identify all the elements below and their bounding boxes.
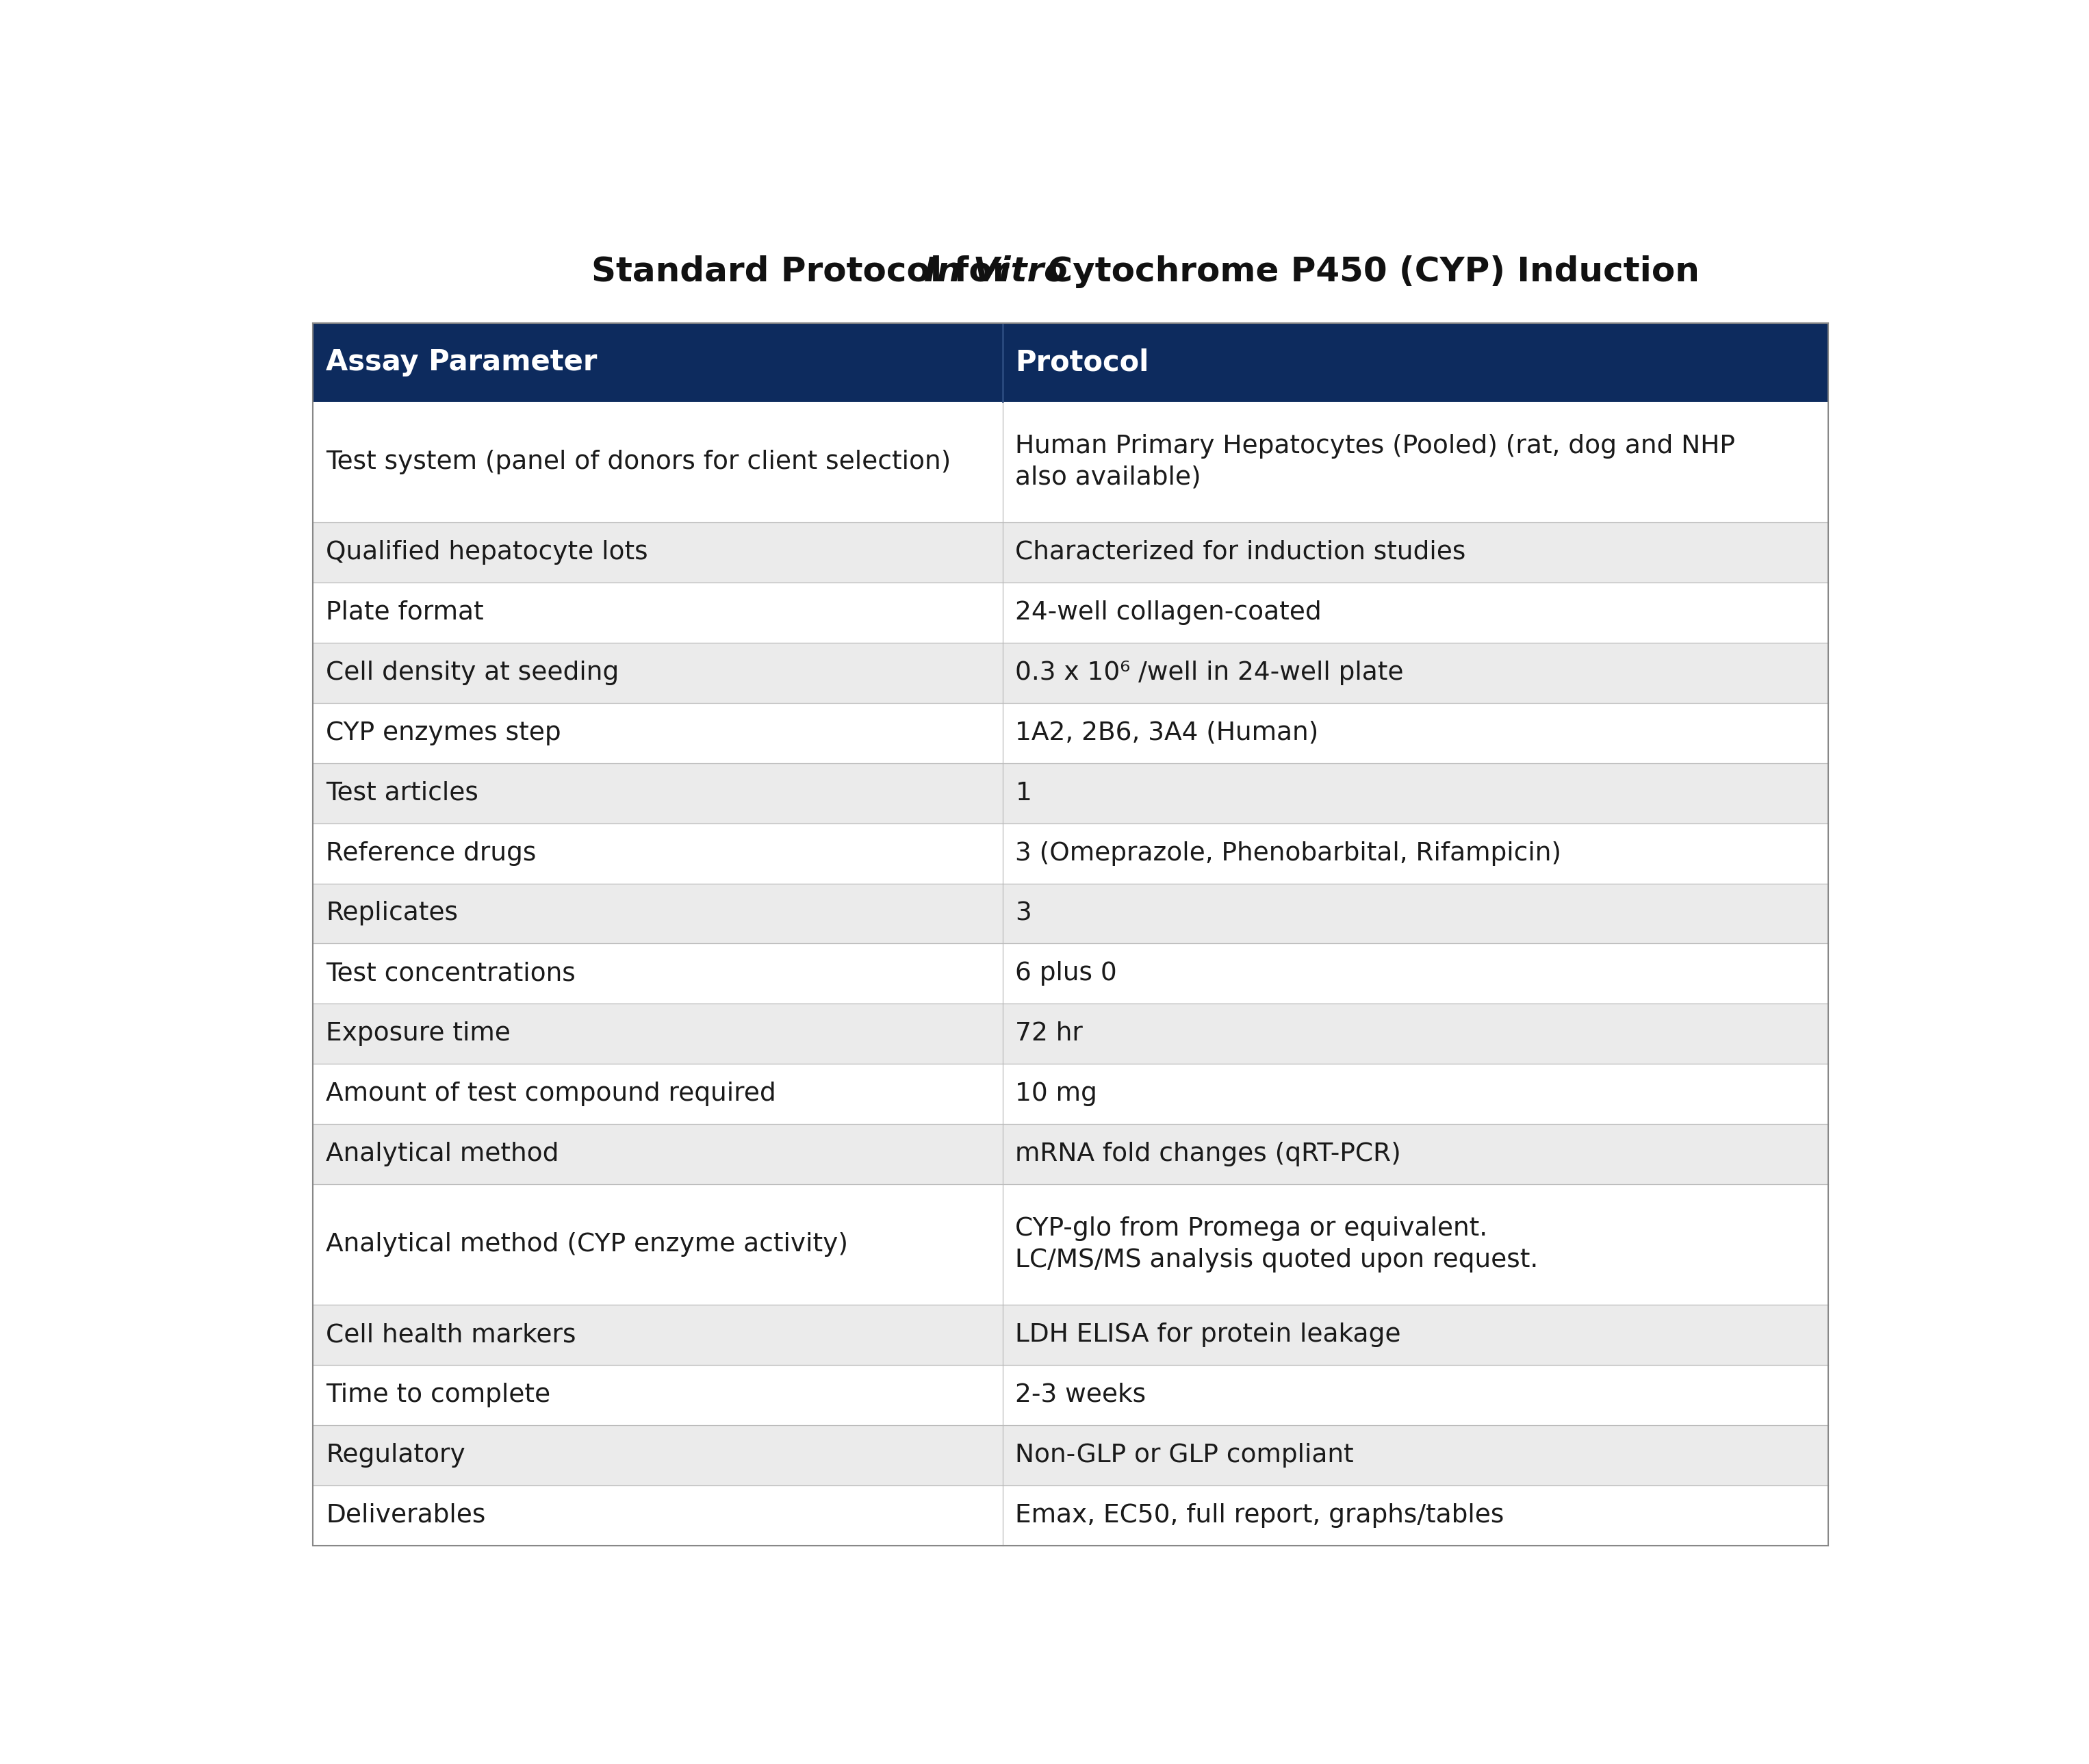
Text: 72 hr: 72 hr bbox=[1015, 1021, 1082, 1046]
Text: Characterized for induction studies: Characterized for induction studies bbox=[1015, 540, 1466, 564]
Text: Qualified hepatocyte lots: Qualified hepatocyte lots bbox=[326, 540, 648, 564]
Text: Test concentrations: Test concentrations bbox=[326, 961, 577, 986]
Bar bbox=[313, 1365, 1828, 1425]
Bar bbox=[313, 1305, 1828, 1365]
Text: 0.3 x 10⁶ /well in 24-well plate: 0.3 x 10⁶ /well in 24-well plate bbox=[1015, 660, 1404, 684]
Text: Cell density at seeding: Cell density at seeding bbox=[326, 660, 618, 684]
Text: Assay Parameter: Assay Parameter bbox=[326, 348, 597, 377]
Text: Exposure time: Exposure time bbox=[326, 1021, 510, 1046]
Text: Cytochrome P450 (CYP) Induction: Cytochrome P450 (CYP) Induction bbox=[1036, 256, 1698, 288]
Text: Time to complete: Time to complete bbox=[326, 1383, 551, 1408]
Text: Analytical method: Analytical method bbox=[326, 1141, 560, 1166]
Text: Emax, EC50, full report, graphs/tables: Emax, EC50, full report, graphs/tables bbox=[1015, 1503, 1504, 1528]
Text: Non-GLP or GLP compliant: Non-GLP or GLP compliant bbox=[1015, 1443, 1354, 1468]
Bar bbox=[313, 702, 1828, 764]
Bar bbox=[313, 642, 1828, 702]
Bar bbox=[313, 323, 1828, 402]
Bar bbox=[313, 1004, 1828, 1064]
Text: CYP-glo from Promega or equivalent.
LC/MS/MS analysis quoted upon request.: CYP-glo from Promega or equivalent. LC/M… bbox=[1015, 1217, 1538, 1272]
Bar bbox=[313, 824, 1828, 884]
Bar bbox=[313, 1064, 1828, 1124]
Text: CYP enzymes step: CYP enzymes step bbox=[326, 720, 562, 744]
Text: mRNA fold changes (qRT-PCR): mRNA fold changes (qRT-PCR) bbox=[1015, 1141, 1402, 1166]
Bar bbox=[313, 522, 1828, 582]
Text: Analytical method (CYP enzyme activity): Analytical method (CYP enzyme activity) bbox=[326, 1233, 848, 1258]
Text: 3: 3 bbox=[1015, 901, 1032, 926]
Text: 6 plus 0: 6 plus 0 bbox=[1015, 961, 1118, 986]
Text: Human Primary Hepatocytes (Pooled) (rat, dog and NHP
also available): Human Primary Hepatocytes (Pooled) (rat,… bbox=[1015, 434, 1736, 490]
Text: 10 mg: 10 mg bbox=[1015, 1081, 1097, 1106]
Text: Replicates: Replicates bbox=[326, 901, 457, 926]
Bar bbox=[313, 1425, 1828, 1485]
Bar bbox=[313, 1124, 1828, 1184]
Text: Test system (panel of donors for client selection): Test system (panel of donors for client … bbox=[326, 450, 950, 475]
Text: Amount of test compound required: Amount of test compound required bbox=[326, 1081, 777, 1106]
Text: 2-3 weeks: 2-3 weeks bbox=[1015, 1383, 1147, 1408]
Bar bbox=[313, 582, 1828, 642]
Text: 1A2, 2B6, 3A4 (Human): 1A2, 2B6, 3A4 (Human) bbox=[1015, 720, 1318, 744]
Text: 1: 1 bbox=[1015, 781, 1032, 806]
Bar bbox=[313, 764, 1828, 824]
Text: Cell health markers: Cell health markers bbox=[326, 1323, 577, 1348]
Text: LDH ELISA for protein leakage: LDH ELISA for protein leakage bbox=[1015, 1323, 1402, 1348]
Text: Test articles: Test articles bbox=[326, 781, 478, 806]
Bar bbox=[313, 1184, 1828, 1305]
Text: Protocol: Protocol bbox=[1015, 348, 1149, 377]
Bar bbox=[313, 944, 1828, 1004]
Bar bbox=[313, 1485, 1828, 1545]
Text: In Vitro: In Vitro bbox=[923, 256, 1067, 288]
Text: 24-well collagen-coated: 24-well collagen-coated bbox=[1015, 600, 1322, 624]
Bar bbox=[313, 402, 1828, 522]
Text: Reference drugs: Reference drugs bbox=[326, 841, 537, 866]
Text: Regulatory: Regulatory bbox=[326, 1443, 466, 1468]
Text: 3 (Omeprazole, Phenobarbital, Rifampicin): 3 (Omeprazole, Phenobarbital, Rifampicin… bbox=[1015, 841, 1563, 866]
Text: Deliverables: Deliverables bbox=[326, 1503, 485, 1528]
Text: Standard Protocol for: Standard Protocol for bbox=[591, 256, 1022, 288]
Bar bbox=[313, 884, 1828, 944]
Text: Plate format: Plate format bbox=[326, 600, 485, 624]
